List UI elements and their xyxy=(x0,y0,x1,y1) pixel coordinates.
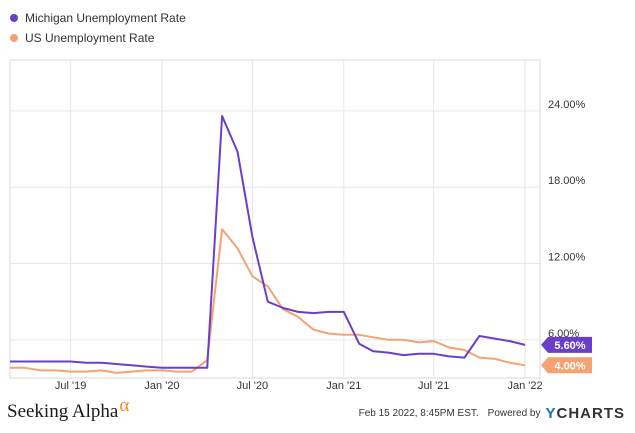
y-tick-label: 24.00% xyxy=(548,99,586,111)
line-chart: 6.00% 12.00% 18.00% 24.00% Jul '19 Jan '20 Jul… xyxy=(9,59,592,392)
y-tick-label: 12.00% xyxy=(548,252,586,264)
footer: Seeking Alphaα Feb 15 2022, 8:45PM EST. … xyxy=(0,395,635,433)
end-value-badge-michigan xyxy=(541,336,592,353)
legend-swatch-michigan xyxy=(10,14,18,22)
ycharts-logo[interactable]: YCHARTS xyxy=(545,405,625,422)
ycharts-logo-y: Y xyxy=(545,405,557,422)
seeking-alpha-logo[interactable]: Seeking Alphaα xyxy=(7,395,129,423)
ycharts-logo-text: CHARTS xyxy=(556,405,625,422)
x-tick-label: Jan '22 xyxy=(508,380,543,392)
y-tick-label: 6.00% xyxy=(548,328,579,340)
x-tick-label: Jul '20 xyxy=(237,380,268,392)
timestamp: Feb 15 2022, 8:45PM EST. xyxy=(358,408,479,419)
end-value-label-us: 4.00% xyxy=(554,360,585,372)
series-line-michigan xyxy=(10,115,526,369)
legend-item-us[interactable]: US Unemployment Rate xyxy=(10,28,186,48)
legend-swatch-us xyxy=(10,34,18,42)
x-tick-label: Jan '21 xyxy=(326,380,361,392)
x-tick-label: Jul '21 xyxy=(418,380,449,392)
powered-by-label: Powered by xyxy=(487,408,541,419)
legend-label-us: US Unemployment Rate xyxy=(25,31,155,45)
legend-item-michigan[interactable]: Michigan Unemployment Rate xyxy=(10,8,186,28)
legend: Michigan Unemployment Rate US Unemployme… xyxy=(10,8,186,48)
end-value-label-michigan: 5.60% xyxy=(554,340,585,352)
series-line-us xyxy=(10,228,526,374)
x-tick-label: Jan '20 xyxy=(144,380,179,392)
plot-area-frame xyxy=(9,59,541,379)
legend-label-michigan: Michigan Unemployment Rate xyxy=(25,11,186,25)
brand-name: Seeking Alpha xyxy=(7,401,119,422)
end-value-badge-us xyxy=(541,357,592,374)
y-tick-label: 18.00% xyxy=(548,175,586,187)
footer-attribution: Feb 15 2022, 8:45PM EST. Powered by YCHA… xyxy=(359,405,625,422)
x-tick-label: Jul '19 xyxy=(55,380,86,392)
alpha-symbol: α xyxy=(119,395,130,416)
